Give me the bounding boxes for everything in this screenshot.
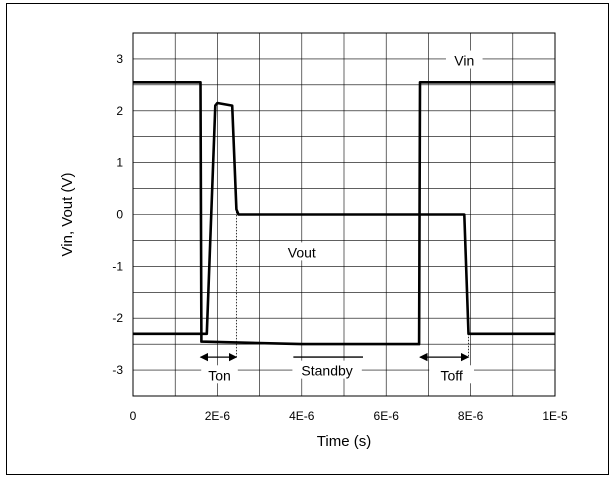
y-tick-label: 0	[116, 208, 123, 222]
y-tick-label: -2	[112, 311, 123, 325]
annotation-ton: Ton	[208, 367, 231, 383]
annotation-background	[292, 360, 362, 379]
x-tick-label: 0	[130, 409, 137, 423]
y-tick-label: 1	[116, 156, 123, 170]
annotation-vin: Vin	[454, 53, 474, 69]
annotation-background	[429, 365, 475, 384]
y-tick-label: -1	[112, 259, 123, 273]
x-tick-label: 8E-6	[458, 409, 484, 423]
annotation-background	[201, 365, 238, 384]
x-tick-label: 2E-6	[205, 409, 231, 423]
annotations: Vin Vout Ton Standby Toff	[201, 50, 483, 384]
annotation-background	[279, 242, 325, 261]
y-tick-label: -3	[112, 363, 123, 377]
plot-border	[132, 32, 556, 397]
series-line-vout	[133, 101, 555, 336]
x-tick-label: 4E-6	[289, 409, 315, 423]
y-axis-label: Vin, Vout (V)	[59, 173, 76, 257]
annotation-toff: Toff	[440, 367, 462, 383]
annotation-background	[445, 50, 483, 69]
dotted-guides	[235, 211, 469, 358]
x-axis-label: Time (s)	[317, 433, 371, 450]
series-layer	[133, 81, 555, 346]
series-line-vin	[133, 81, 555, 346]
x-tick-label: 1E-5	[542, 409, 568, 423]
y-tick-label: 3	[116, 52, 123, 66]
tick-labels: 0 2E-6 4E-6 6E-6 8E-6 1E-5 3 2 1 0 -1 -2 -3	[112, 52, 568, 423]
x-tick-label: 6E-6	[374, 409, 400, 423]
annotation-standby: Standby	[301, 363, 352, 379]
y-tick-label: 2	[116, 104, 123, 118]
annotation-vout: Vout	[288, 244, 316, 260]
